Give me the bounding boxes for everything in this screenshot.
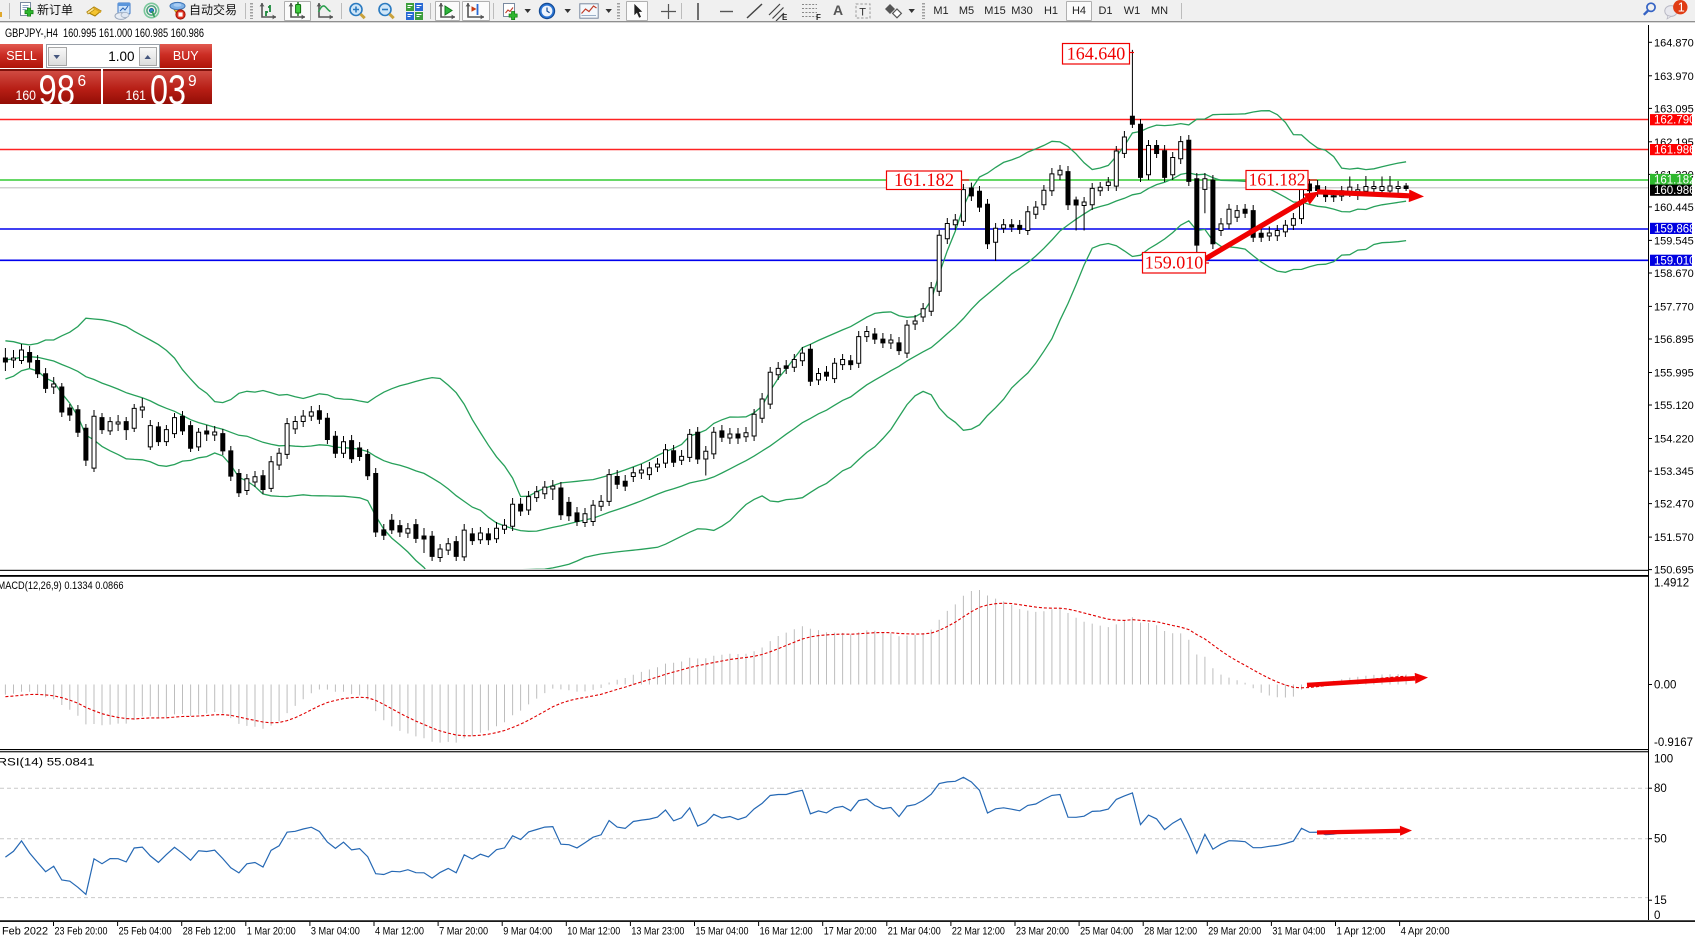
svg-text:151.570: 151.570	[1654, 532, 1694, 544]
svg-text:17 Mar 20:00: 17 Mar 20:00	[824, 926, 877, 938]
svg-text:158.670: 158.670	[1654, 268, 1694, 280]
svg-text:21 Mar 04:00: 21 Mar 04:00	[888, 926, 941, 938]
svg-text:155.120: 155.120	[1654, 400, 1694, 412]
svg-text:160.445: 160.445	[1654, 202, 1694, 214]
svg-text:159.010: 159.010	[1654, 255, 1695, 267]
svg-text:153.345: 153.345	[1654, 466, 1694, 478]
svg-text:164.640: 164.640	[1067, 43, 1126, 63]
svg-text:1 Mar 20:00: 1 Mar 20:00	[247, 926, 296, 938]
svg-text:6: 6	[78, 73, 87, 90]
svg-text:23 Mar 20:00: 23 Mar 20:00	[1016, 926, 1069, 938]
svg-text:159.868: 159.868	[1654, 223, 1695, 235]
svg-text:1: 1	[1678, 1, 1685, 15]
svg-text:100: 100	[1654, 754, 1673, 766]
svg-text:F: F	[816, 13, 821, 21]
svg-text:-0.9167: -0.9167	[1654, 737, 1693, 749]
svg-text:10 Mar 12:00: 10 Mar 12:00	[567, 926, 620, 938]
svg-text:161.986: 161.986	[1654, 145, 1695, 157]
svg-text:4 Apr 20:00: 4 Apr 20:00	[1401, 926, 1450, 938]
svg-text:MACD(12,26,9) 0.1334 0.0866: MACD(12,26,9) 0.1334 0.0866	[0, 580, 124, 592]
svg-text:4 Mar 12:00: 4 Mar 12:00	[375, 926, 424, 938]
svg-text:98: 98	[39, 71, 76, 105]
svg-text:1.4912: 1.4912	[1654, 578, 1689, 590]
svg-text:03: 03	[150, 71, 186, 105]
svg-text:28 Feb 12:00: 28 Feb 12:00	[183, 926, 236, 938]
svg-text:7 Mar 20:00: 7 Mar 20:00	[439, 926, 488, 938]
svg-text:159.010: 159.010	[1145, 252, 1204, 272]
svg-text:1 Apr 12:00: 1 Apr 12:00	[1337, 926, 1386, 938]
svg-text:29 Mar 20:00: 29 Mar 20:00	[1208, 926, 1261, 938]
svg-text:Feb 2022: Feb 2022	[2, 926, 48, 938]
svg-text:156.895: 156.895	[1654, 334, 1694, 346]
svg-text:159.545: 159.545	[1654, 235, 1694, 247]
svg-text:157.770: 157.770	[1654, 301, 1694, 313]
svg-text:155.995: 155.995	[1654, 368, 1694, 380]
svg-text:E: E	[782, 13, 788, 21]
svg-text:T: T	[859, 6, 866, 18]
svg-text:162.790: 162.790	[1654, 115, 1695, 127]
svg-text:15 Mar 04:00: 15 Mar 04:00	[696, 926, 749, 938]
svg-text:9 Mar 04:00: 9 Mar 04:00	[503, 926, 552, 938]
svg-text:16 Mar 12:00: 16 Mar 12:00	[760, 926, 813, 938]
svg-text:80: 80	[1654, 783, 1667, 795]
svg-text:15: 15	[1654, 895, 1667, 907]
svg-text:152.470: 152.470	[1654, 499, 1694, 511]
svg-text:23 Feb 20:00: 23 Feb 20:00	[55, 926, 108, 938]
svg-text:25 Mar 04:00: 25 Mar 04:00	[1080, 926, 1133, 938]
svg-text:28 Mar 12:00: 28 Mar 12:00	[1144, 926, 1197, 938]
svg-text:161.182: 161.182	[1654, 175, 1695, 187]
svg-text:3 Mar 04:00: 3 Mar 04:00	[311, 926, 360, 938]
svg-text:13 Mar 23:00: 13 Mar 23:00	[631, 926, 684, 938]
svg-text:GBPJPY-,H4 160.995 161.000 16: GBPJPY-,H4 160.995 161.000 160.985 160.9…	[5, 28, 204, 40]
svg-text:164.870: 164.870	[1654, 37, 1694, 49]
svg-text:160.986: 160.986	[1654, 185, 1695, 197]
svg-text:0.00: 0.00	[1654, 680, 1676, 692]
svg-text:161.182: 161.182	[894, 171, 954, 191]
svg-text:0: 0	[1654, 910, 1660, 922]
svg-text:RSI(14) 55.0841: RSI(14) 55.0841	[0, 757, 95, 769]
svg-text:163.095: 163.095	[1654, 103, 1694, 115]
svg-text:9: 9	[188, 73, 197, 90]
svg-text:154.220: 154.220	[1654, 434, 1694, 446]
svg-text:25 Feb 04:00: 25 Feb 04:00	[119, 926, 172, 938]
svg-text:31 Mar 04:00: 31 Mar 04:00	[1272, 926, 1325, 938]
svg-text:160: 160	[16, 87, 37, 103]
svg-text:163.970: 163.970	[1654, 71, 1694, 83]
svg-text:161: 161	[125, 87, 146, 103]
svg-text:22 Mar 12:00: 22 Mar 12:00	[952, 926, 1005, 938]
svg-text:50: 50	[1654, 834, 1667, 846]
svg-text:150.695: 150.695	[1654, 565, 1694, 577]
svg-text:161.182: 161.182	[1249, 170, 1306, 190]
